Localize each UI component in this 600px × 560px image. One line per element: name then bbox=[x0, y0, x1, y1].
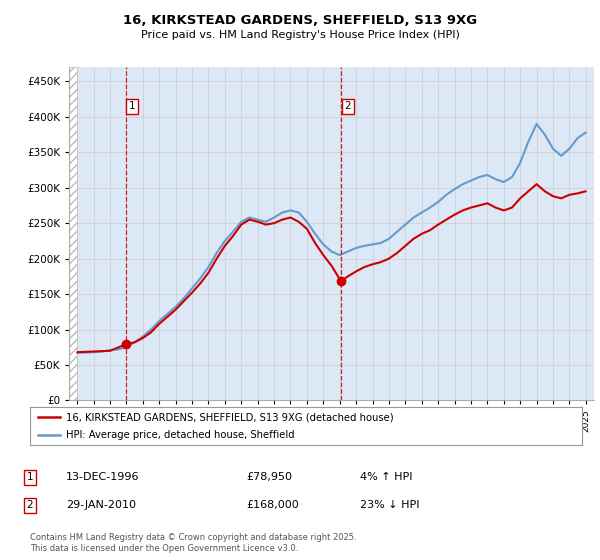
Text: 29-JAN-2010: 29-JAN-2010 bbox=[66, 500, 136, 510]
Text: £78,950: £78,950 bbox=[246, 472, 292, 482]
Text: 1: 1 bbox=[26, 472, 34, 482]
Text: 16, KIRKSTEAD GARDENS, SHEFFIELD, S13 9XG (detached house): 16, KIRKSTEAD GARDENS, SHEFFIELD, S13 9X… bbox=[66, 412, 394, 422]
Text: 4% ↑ HPI: 4% ↑ HPI bbox=[360, 472, 413, 482]
Text: 2: 2 bbox=[26, 500, 34, 510]
Text: 23% ↓ HPI: 23% ↓ HPI bbox=[360, 500, 419, 510]
Text: 16, KIRKSTEAD GARDENS, SHEFFIELD, S13 9XG: 16, KIRKSTEAD GARDENS, SHEFFIELD, S13 9X… bbox=[123, 14, 477, 27]
Text: Price paid vs. HM Land Registry's House Price Index (HPI): Price paid vs. HM Land Registry's House … bbox=[140, 30, 460, 40]
Text: 13-DEC-1996: 13-DEC-1996 bbox=[66, 472, 139, 482]
Text: 1: 1 bbox=[129, 101, 136, 111]
Text: £168,000: £168,000 bbox=[246, 500, 299, 510]
Text: HPI: Average price, detached house, Sheffield: HPI: Average price, detached house, Shef… bbox=[66, 430, 295, 440]
Text: 2: 2 bbox=[344, 101, 351, 111]
Text: Contains HM Land Registry data © Crown copyright and database right 2025.
This d: Contains HM Land Registry data © Crown c… bbox=[30, 533, 356, 553]
